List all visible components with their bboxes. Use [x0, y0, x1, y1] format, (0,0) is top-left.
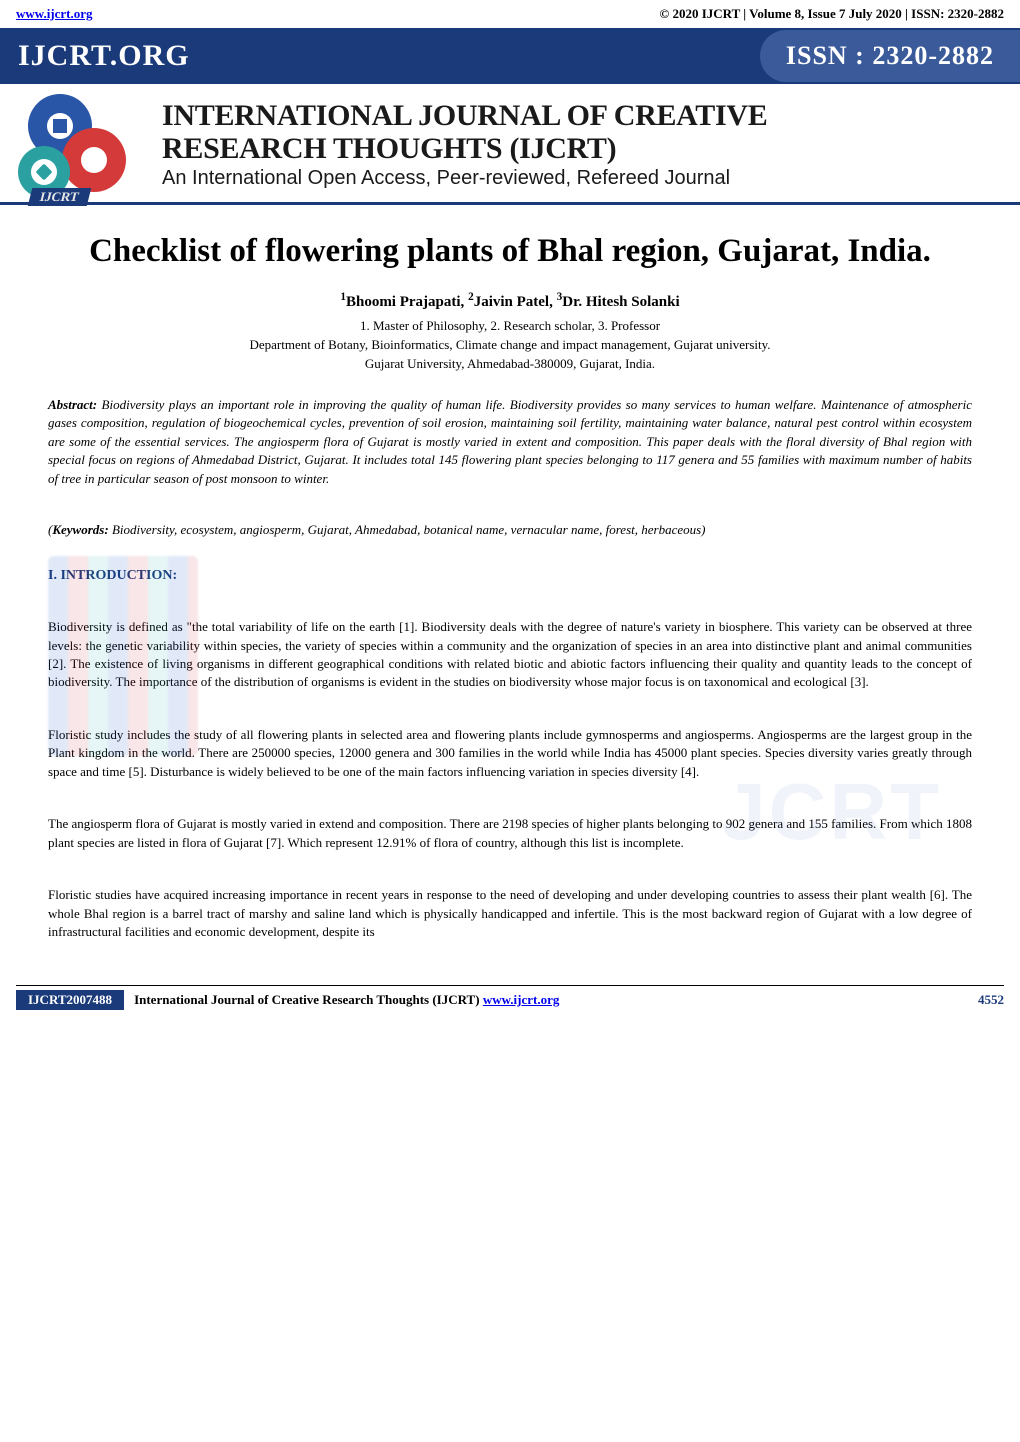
section-heading-introduction: I. INTRODUCTION: — [48, 568, 972, 584]
banner: IJCRT.ORG ISSN : 2320-2882 — [0, 28, 1020, 84]
paragraph: Biodiversity is defined as "the total va… — [48, 618, 972, 692]
abstract: Abstract: Biodiversity plays an importan… — [48, 396, 972, 488]
keywords-text: Biodiversity, ecosystem, angiosperm, Guj… — [109, 522, 706, 537]
paragraph: Floristic study includes the study of al… — [48, 726, 972, 781]
paragraph: Floristic studies have acquired increasi… — [48, 886, 972, 941]
journal-logo: IJCRT — [16, 90, 156, 200]
banner-issn: ISSN : 2320-2882 — [760, 30, 1020, 82]
abstract-text: Biodiversity plays an important role in … — [48, 397, 972, 486]
footer: IJCRT2007488 International Journal of Cr… — [0, 986, 1020, 1020]
paper-title: Checklist of flowering plants of Bhal re… — [48, 231, 972, 271]
page-number: 4552 — [978, 992, 1004, 1008]
issue-meta: © 2020 IJCRT | Volume 8, Issue 7 July 20… — [660, 6, 1005, 22]
author-1: Bhoomi Prajapati, — [346, 294, 468, 310]
journal-tagline: An International Open Access, Peer-revie… — [162, 167, 767, 190]
page: www.ijcrt.org © 2020 IJCRT | Volume 8, I… — [0, 0, 1020, 1020]
footer-link[interactable]: www.ijcrt.org — [483, 992, 560, 1007]
footer-journal-name: International Journal of Creative Resear… — [134, 992, 964, 1008]
journal-title-line2: RESEARCH THOUGHTS (IJCRT) — [162, 133, 767, 165]
author-2: Jaivin Patel, — [474, 294, 557, 310]
authors: 1Bhoomi Prajapati, 2Jaivin Patel, 3Dr. H… — [48, 291, 972, 311]
site-url-link[interactable]: www.ijcrt.org — [16, 6, 93, 22]
keywords-label: Keywords: — [52, 522, 108, 537]
logo-ribbon: IJCRT — [28, 188, 91, 206]
gear-icon — [62, 128, 126, 192]
affiliation-univ: Gujarat University, Ahmedabad-380009, Gu… — [48, 355, 972, 374]
top-bar: www.ijcrt.org © 2020 IJCRT | Volume 8, I… — [0, 0, 1020, 28]
footer-text: International Journal of Creative Resear… — [134, 992, 483, 1007]
masthead-titles: INTERNATIONAL JOURNAL OF CREATIVE RESEAR… — [156, 100, 767, 190]
keywords: (Keywords: Biodiversity, ecosystem, angi… — [48, 522, 972, 538]
paragraph: The angiosperm flora of Gujarat is mostl… — [48, 815, 972, 852]
article-id: IJCRT2007488 — [16, 990, 124, 1010]
abstract-label: Abstract: — [48, 397, 97, 412]
masthead: IJCRT INTERNATIONAL JOURNAL OF CREATIVE … — [0, 84, 1020, 205]
content: Checklist of flowering plants of Bhal re… — [0, 205, 1020, 957]
journal-title-line1: INTERNATIONAL JOURNAL OF CREATIVE — [162, 100, 767, 132]
affiliation-dept: Department of Botany, Bioinformatics, Cl… — [48, 336, 972, 355]
banner-org: IJCRT.ORG — [0, 39, 760, 73]
author-3: Dr. Hitesh Solanki — [562, 294, 679, 310]
affiliation-roles: 1. Master of Philosophy, 2. Research sch… — [48, 317, 972, 336]
